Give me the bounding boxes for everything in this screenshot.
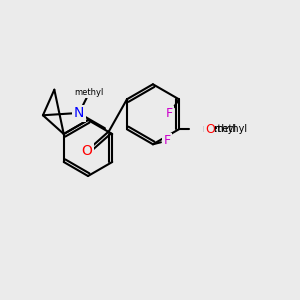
Text: methyl: methyl (202, 124, 236, 134)
Text: O: O (82, 144, 92, 158)
Text: F: F (165, 107, 172, 120)
Text: F: F (164, 134, 170, 147)
Text: O: O (202, 123, 212, 136)
Text: methyl: methyl (213, 124, 247, 134)
Text: methyl: methyl (74, 88, 104, 97)
Text: O: O (205, 123, 215, 136)
Text: N: N (74, 106, 84, 120)
